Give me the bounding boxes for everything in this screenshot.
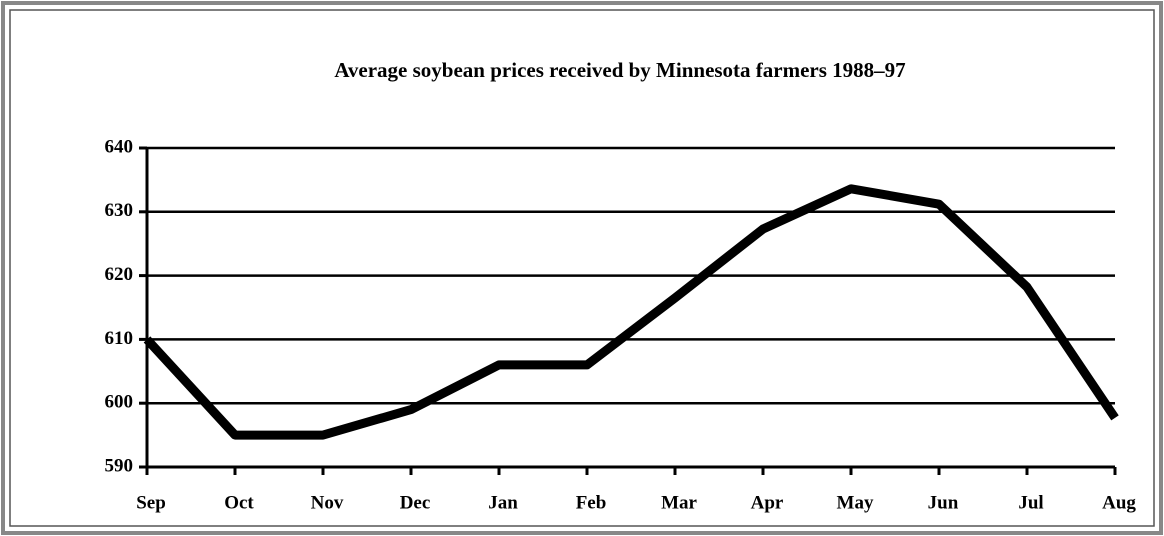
y-tick-label: 620	[105, 264, 134, 285]
x-tick-label: Jan	[488, 492, 518, 513]
x-tick-label: May	[837, 492, 874, 513]
y-tick-label: 600	[105, 392, 134, 413]
inner-frame	[9, 9, 1155, 527]
x-tick-label: Sep	[136, 492, 166, 513]
y-tick-label: 630	[105, 200, 134, 221]
x-tick-label: Oct	[224, 492, 254, 513]
x-tick-label: Mar	[661, 492, 697, 513]
data-line	[143, 184, 1119, 440]
x-tick-label: Apr	[751, 492, 784, 513]
x-tick-label: Jul	[1018, 492, 1043, 513]
y-tick-label: 610	[105, 328, 134, 349]
x-tick-label: Dec	[400, 492, 431, 513]
y-tick-label: 640	[105, 136, 134, 157]
x-tick-label: Nov	[311, 492, 344, 513]
chart-title: Average soybean prices received by Minne…	[334, 58, 905, 82]
x-tick-label: Aug	[1102, 492, 1136, 513]
x-tick-label: Jun	[928, 492, 959, 513]
y-tick-label: 590	[105, 455, 134, 476]
x-tick-label: Feb	[576, 492, 607, 513]
